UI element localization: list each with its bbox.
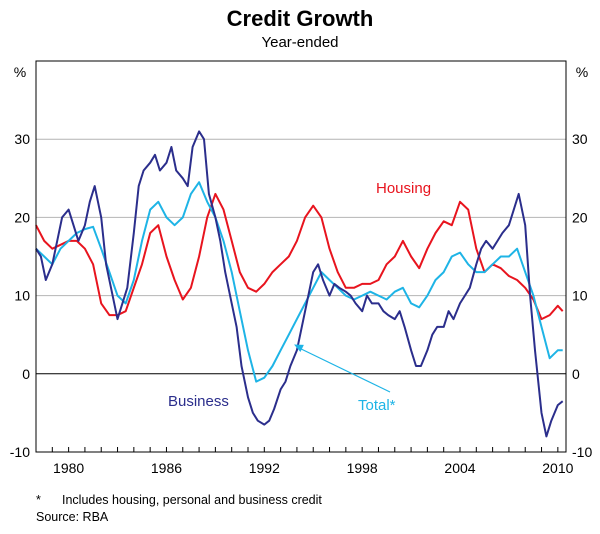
x-tick-label: 2004: [444, 460, 475, 476]
total-label-arrowhead: [294, 344, 304, 353]
housing-series-label: Housing: [376, 180, 431, 197]
footnote-text: Includes housing, personal and business …: [62, 493, 322, 507]
series-line-business: [35, 130, 564, 438]
business-series-label: Business: [168, 393, 229, 410]
footnote: * Includes housing, personal and business…: [36, 492, 322, 509]
y-tick-label-right: -10: [572, 444, 592, 460]
chart-notes: * Includes housing, personal and business…: [36, 492, 322, 526]
y-tick-label-right: 10: [572, 288, 588, 304]
x-tick-label: 2010: [542, 460, 573, 476]
series-line-total: [35, 181, 563, 383]
x-tick-label: 1992: [249, 460, 280, 476]
y-tick-label-left: 10: [14, 288, 30, 304]
plot-frame: [35, 60, 567, 453]
y-tick-label-right: 0: [572, 366, 580, 382]
y-tick-label-left: 20: [14, 209, 30, 225]
y-tick-label-right: 30: [572, 131, 588, 147]
footnote-marker: *: [36, 493, 41, 507]
total-label-arrow: [295, 345, 391, 393]
y-tick-label-left: 30: [14, 131, 30, 147]
x-tick-label: 1986: [151, 460, 182, 476]
y-tick-label-left: 0: [22, 366, 30, 382]
source-note: Source: RBA: [36, 510, 109, 524]
chart-subtitle: Year-ended: [261, 34, 339, 51]
total-series-label: Total*: [358, 397, 396, 414]
chart-title: Credit Growth: [226, 6, 374, 31]
x-tick-label: 1980: [53, 460, 84, 476]
series-line-housing: [35, 192, 564, 321]
y-tick-label-left: -10: [10, 444, 30, 460]
y-axis-unit-left: %: [14, 64, 26, 80]
y-tick-label-right: 20: [572, 209, 588, 225]
x-tick-label: 1998: [347, 460, 378, 476]
y-axis-unit-right: %: [576, 64, 588, 80]
